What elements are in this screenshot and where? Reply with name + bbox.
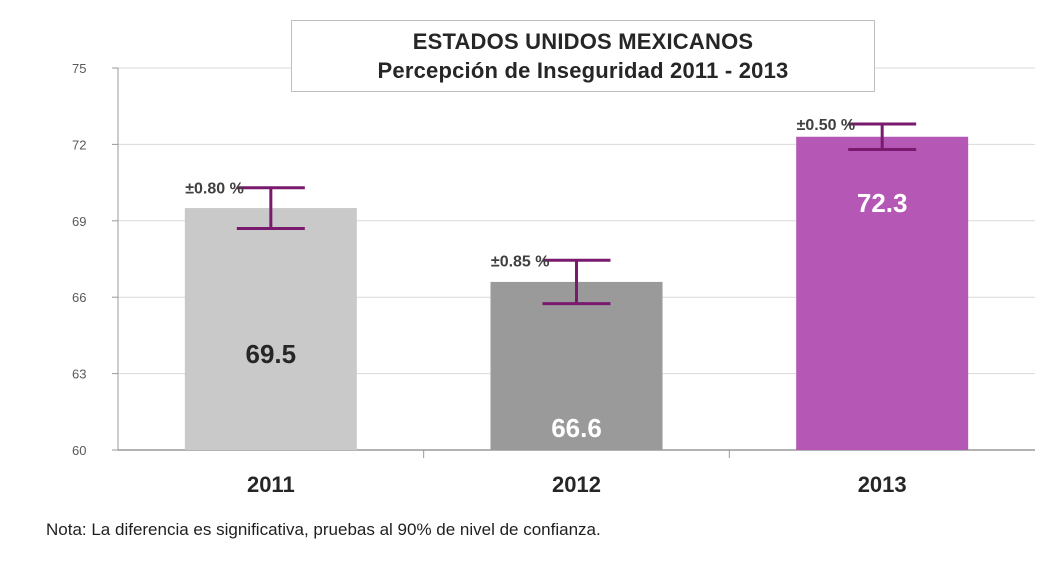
y-tick-label: 66 [72,290,86,305]
bars [184,122,969,450]
data-label: 72.3 [857,188,908,218]
data-label: 69.5 [246,339,297,369]
chart-title-box: ESTADOS UNIDOS MEXICANOS Percepción de I… [291,20,875,92]
bar [796,136,969,450]
y-tick-label: 72 [72,137,86,152]
y-tick-label: 75 [72,61,86,76]
chart-subtitle: Percepción de Inseguridad 2011 - 2013 [377,58,789,83]
error-label: ±0.50 % [797,117,856,134]
x-tick-label: 2011 [247,472,295,497]
bar [490,281,663,450]
chart-title: ESTADOS UNIDOS MEXICANOS [412,29,754,54]
labels: ±0.80 % 69.5 2011 ±0.85 % 66.6 2012 ±0.50 % 72.… [185,117,907,497]
y-tick-label: 60 [72,443,86,458]
x-tick-label: 2013 [858,472,907,497]
y-tick-label: 69 [72,214,86,229]
data-label: 66.6 [551,413,602,443]
bar [184,208,357,450]
error-label: ±0.80 % [185,181,244,198]
footnote: Nota: La diferencia es significativa, pr… [46,520,601,539]
x-tick-label: 2012 [552,472,601,497]
y-tick-label: 63 [72,367,86,382]
error-label: ±0.85 % [491,253,550,270]
